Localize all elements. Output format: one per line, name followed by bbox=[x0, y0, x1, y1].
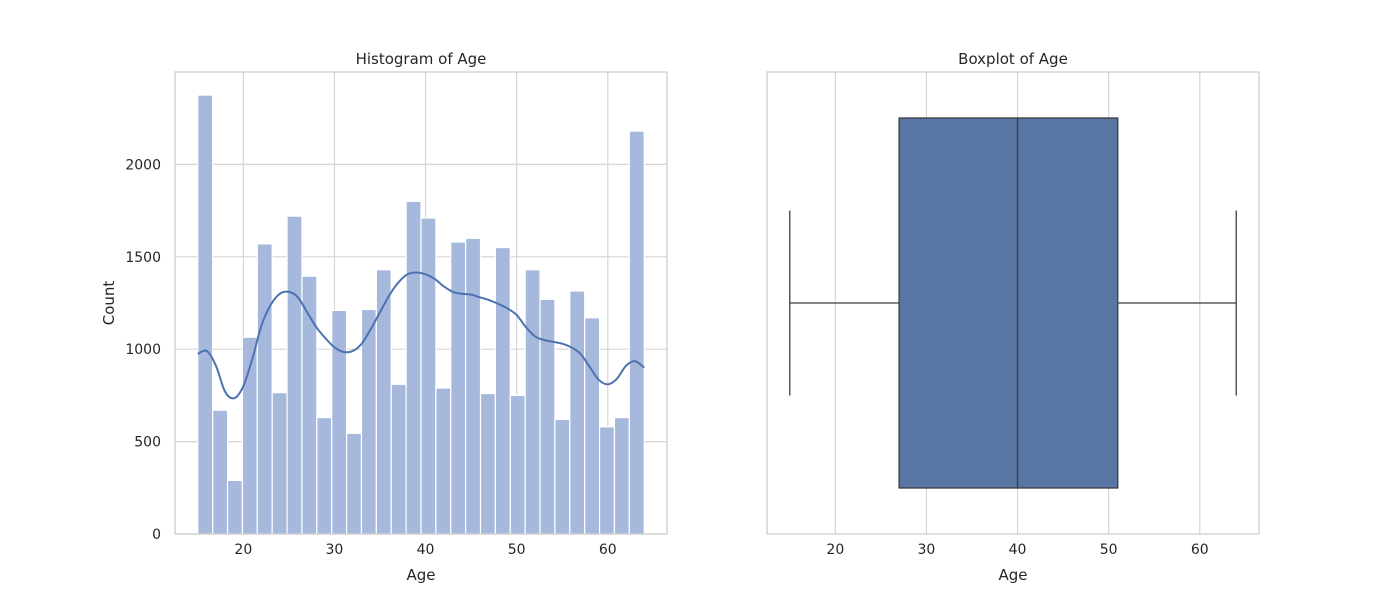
histogram-bar bbox=[494, 246, 511, 535]
histogram-bar bbox=[420, 217, 437, 535]
histogram-bar bbox=[509, 394, 526, 535]
histogram-x-tick-label: 30 bbox=[326, 542, 344, 558]
histogram-bar bbox=[271, 392, 288, 535]
histogram-bar bbox=[331, 309, 348, 535]
boxplot-panel: Boxplot of Age 20 30 40 50 60 Age bbox=[766, 50, 1260, 584]
histogram-x-tick-label: 40 bbox=[417, 542, 435, 558]
histogram-bar bbox=[539, 298, 556, 535]
histogram-title: Histogram of Age bbox=[356, 50, 487, 68]
histogram-bar bbox=[212, 409, 229, 535]
histogram-bar bbox=[197, 94, 214, 535]
histogram-bar bbox=[479, 392, 497, 535]
histogram-y-tick-label: 1000 bbox=[125, 342, 161, 358]
histogram-bar bbox=[345, 432, 363, 535]
histogram-x-tick-label: 60 bbox=[599, 542, 617, 558]
boxplot-x-tick-label: 50 bbox=[1100, 542, 1118, 558]
histogram-bar bbox=[375, 269, 392, 535]
histogram-bar bbox=[598, 426, 616, 535]
histogram-bar bbox=[405, 200, 422, 535]
histogram-x-label: Age bbox=[406, 566, 435, 584]
histogram-bars bbox=[197, 94, 645, 535]
histogram-bar bbox=[435, 387, 452, 535]
histogram-kde-line bbox=[197, 271, 645, 400]
histogram-y-label: Count bbox=[100, 281, 118, 326]
histogram-y-tick-label: 500 bbox=[134, 435, 161, 451]
boxplot-box bbox=[898, 117, 1119, 489]
histogram-frame bbox=[174, 71, 668, 535]
histogram-y-ticks: 0 500 1000 1500 2000 bbox=[125, 157, 161, 543]
histogram-bar bbox=[569, 290, 586, 535]
histogram-bar bbox=[524, 269, 541, 535]
histogram-bar bbox=[584, 317, 601, 535]
histogram-bar bbox=[465, 237, 482, 535]
histogram-bar bbox=[450, 241, 467, 535]
histogram-bar bbox=[390, 383, 407, 535]
histogram-bar bbox=[316, 416, 333, 535]
histogram-y-tick-label: 0 bbox=[152, 527, 161, 543]
histogram-x-tick-label: 50 bbox=[508, 542, 526, 558]
histogram-x-ticks: 20 30 40 50 60 bbox=[234, 542, 616, 558]
histogram-bar bbox=[256, 243, 273, 535]
boxplot-x-tick-label: 20 bbox=[826, 542, 844, 558]
histogram-panel: Histogram of Age 20 30 40 50 60 0 500 1000 1500… bbox=[100, 50, 668, 584]
histogram-bar bbox=[360, 308, 377, 535]
histogram-bar bbox=[628, 130, 645, 535]
histogram-y-tick-label: 2000 bbox=[125, 157, 161, 173]
boxplot-x-ticks: 20 30 40 50 60 bbox=[826, 542, 1208, 558]
histogram-bar bbox=[554, 418, 571, 535]
boxplot-x-label: Age bbox=[998, 566, 1027, 584]
histogram-x-tick-label: 20 bbox=[234, 542, 252, 558]
boxplot-body bbox=[789, 117, 1237, 489]
histogram-bar bbox=[613, 416, 630, 535]
histogram-bar bbox=[286, 215, 303, 535]
boxplot-x-tick-label: 60 bbox=[1191, 542, 1209, 558]
boxplot-title: Boxplot of Age bbox=[958, 50, 1068, 68]
boxplot-x-tick-label: 40 bbox=[1009, 542, 1027, 558]
boxplot-x-tick-label: 30 bbox=[918, 542, 936, 558]
histogram-y-tick-label: 1500 bbox=[125, 250, 161, 266]
histogram-bar bbox=[226, 479, 244, 535]
boxplot-frame bbox=[766, 71, 1260, 535]
